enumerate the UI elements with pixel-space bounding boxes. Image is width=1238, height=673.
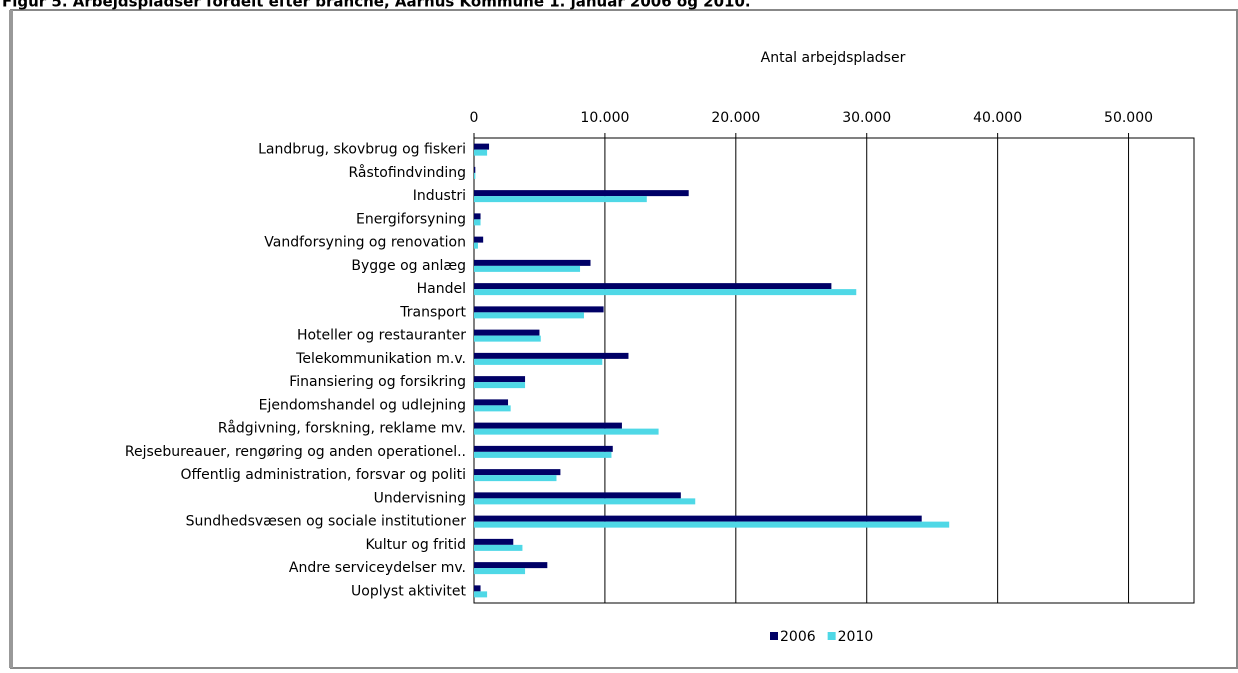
bar [474,149,488,156]
plot-area [473,137,1195,604]
bar [474,190,689,197]
bar [474,329,540,336]
bar [474,492,681,499]
bar [474,585,481,592]
bar [474,469,561,476]
bar [474,196,647,203]
bar [474,213,481,220]
y-tick-label: Rejsebureauer, rengøring og anden operat… [125,444,466,460]
y-tick-label: Hoteller og restauranter [297,328,466,344]
bar [474,306,604,313]
legend-swatch [827,632,836,640]
bar [474,265,581,272]
chart-title: Figur 5. Arbejdspladser fordelt efter br… [2,0,751,11]
bar [474,219,481,226]
bar [474,236,484,243]
y-tick-label: Energiforsyning [356,211,466,227]
y-tick-label: Undervisning [374,490,466,506]
bar [474,143,490,150]
bar [474,399,509,406]
x-tick-label: 50.000 [1104,110,1153,126]
x-axis-title: Antal arbejdspladser [761,50,906,66]
bar [474,521,950,528]
bar [474,445,613,452]
x-tick-label: 0 [470,110,479,126]
y-tick-label: Kultur og fritid [365,537,466,553]
bar [474,568,526,575]
y-tick-label: Sundhedsvæsen og sociale institutioner [186,514,467,530]
legend-label: 2006 [780,629,816,645]
bar [474,283,832,290]
y-tick-label: Transport [399,304,466,320]
bar [474,591,488,598]
y-tick-label: Råstofindvinding [348,164,466,181]
bar [474,544,523,551]
frame-edge [9,10,13,668]
bar [474,242,478,249]
legend-label: 2010 [838,629,874,645]
bar [474,422,622,429]
x-tick-label: 30.000 [842,110,891,126]
y-tick-label: Rådgivning, forskning, reklame mv. [218,420,466,437]
y-tick-label: Telekommunikation m.v. [295,351,466,367]
y-tick-label: Offentlig administration, forsvar og pol… [181,467,466,483]
bar [474,382,526,389]
bar [474,451,612,458]
y-tick-label: Industri [413,188,466,204]
bar [474,352,629,359]
bar [474,172,476,179]
y-tick-label: Bygge og anlæg [351,258,466,274]
bar [474,405,511,412]
bar [474,312,584,319]
bar [474,358,603,365]
x-tick-label: 40.000 [973,110,1022,126]
bar [474,166,476,173]
y-tick-label: Vandforsyning og renovation [264,235,466,251]
bar [474,289,857,296]
bar [474,562,548,569]
bar [474,335,541,342]
y-tick-label: Uoplyst aktivitet [351,583,466,599]
bar [474,538,514,545]
y-tick-label: Ejendomshandel og udlejning [259,397,466,413]
y-tick-label: Landbrug, skovbrug og fiskeri [258,142,466,158]
x-tick-label: 20.000 [711,110,760,126]
y-tick-label: Finansiering og forsikring [289,374,466,390]
bar [474,259,591,266]
legend-swatch [770,632,778,640]
bar [474,498,696,505]
y-tick-label: Andre serviceydelser mv. [289,560,466,576]
bar [474,475,557,482]
y-tick-label: Handel [417,281,466,297]
bar [474,428,659,435]
bar [474,515,922,522]
bar [474,376,526,383]
x-tick-label: 10.000 [580,110,629,126]
